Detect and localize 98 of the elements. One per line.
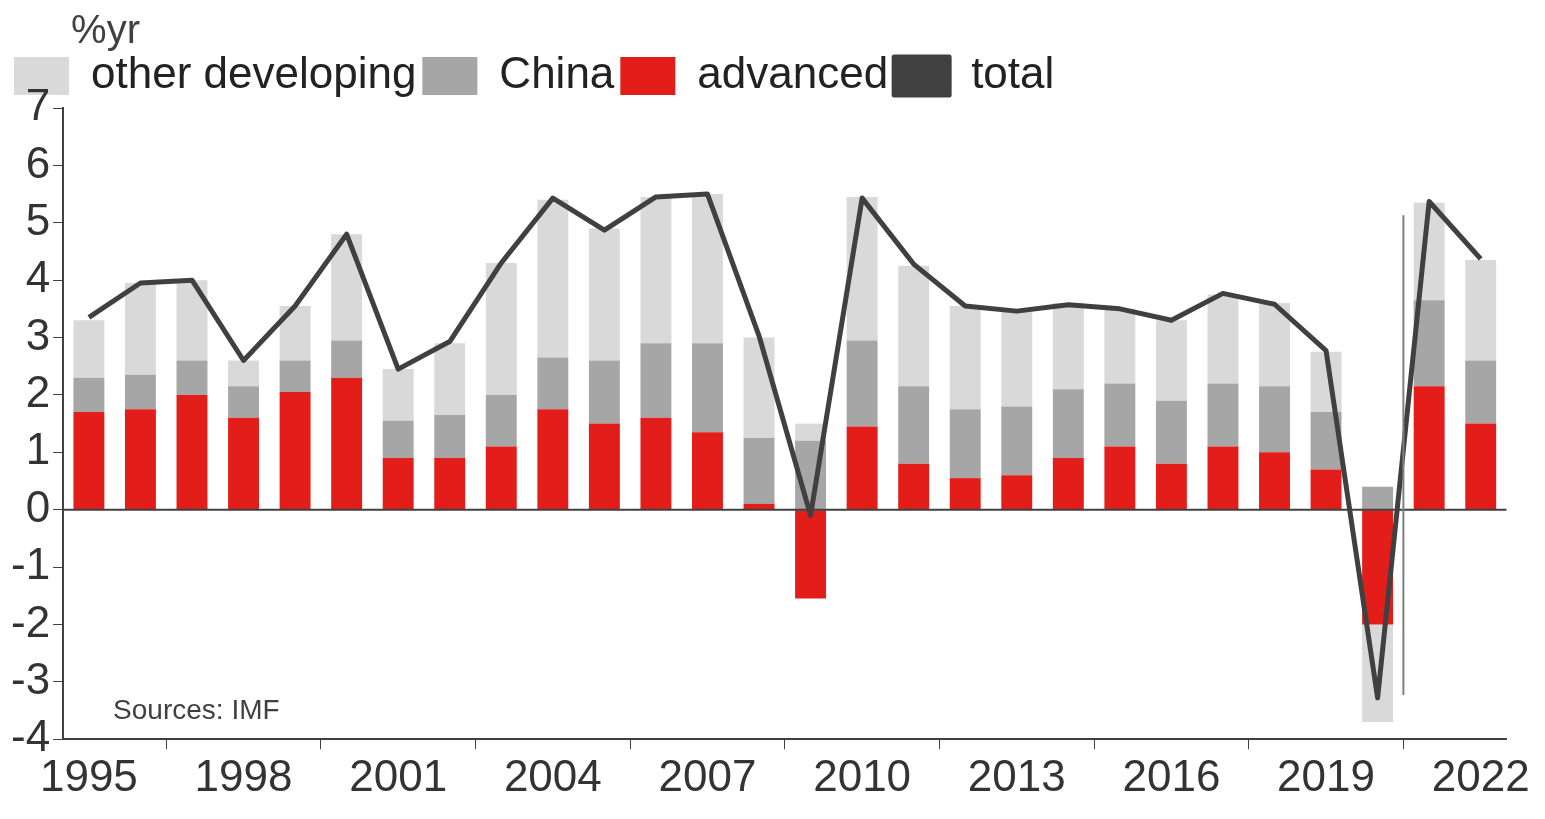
bar bbox=[692, 432, 723, 510]
bar bbox=[1207, 383, 1239, 447]
bar bbox=[1259, 386, 1290, 453]
legend-label: advanced bbox=[697, 48, 889, 98]
bar bbox=[331, 340, 363, 378]
bar bbox=[1259, 452, 1290, 510]
y-tick-label: 5 bbox=[25, 194, 51, 244]
bar bbox=[1001, 475, 1033, 510]
bar bbox=[331, 377, 363, 510]
bar bbox=[1155, 463, 1187, 510]
y-tick-label: 4 bbox=[25, 252, 51, 302]
bar bbox=[846, 426, 878, 510]
y-tick-label: 3 bbox=[25, 309, 51, 359]
bar bbox=[640, 343, 672, 418]
bar bbox=[434, 414, 466, 459]
bar bbox=[1104, 383, 1136, 447]
bar bbox=[640, 417, 672, 510]
bar bbox=[537, 357, 569, 410]
bar bbox=[1001, 311, 1033, 407]
bar bbox=[382, 458, 414, 510]
y-tick-label: -2 bbox=[11, 596, 51, 646]
x-tick-label: 2001 bbox=[349, 750, 448, 800]
bar bbox=[743, 503, 775, 510]
bar bbox=[1413, 300, 1445, 387]
legend-label: total bbox=[971, 48, 1055, 98]
legend-label: China bbox=[499, 48, 615, 98]
x-tick-label: 2010 bbox=[813, 750, 912, 800]
bar bbox=[537, 199, 569, 358]
bar bbox=[588, 423, 620, 510]
x-tick-label: 2016 bbox=[1122, 750, 1221, 800]
bar bbox=[124, 409, 156, 510]
bar bbox=[1207, 294, 1239, 384]
bar bbox=[176, 360, 208, 395]
x-tick-label: 2019 bbox=[1277, 750, 1375, 800]
bar bbox=[73, 412, 105, 510]
x-tick-label: 1998 bbox=[194, 750, 293, 800]
bar bbox=[1465, 360, 1497, 424]
bar bbox=[1155, 400, 1187, 464]
bar bbox=[1104, 446, 1136, 510]
bar bbox=[124, 374, 156, 410]
bar bbox=[176, 394, 208, 510]
bar bbox=[949, 409, 981, 479]
bar bbox=[279, 305, 311, 361]
bar bbox=[692, 343, 723, 433]
y-axis-title: %yr bbox=[71, 7, 141, 52]
bar bbox=[434, 458, 466, 510]
bar bbox=[640, 196, 672, 344]
x-tick-label: 2022 bbox=[1431, 750, 1530, 800]
bar bbox=[1310, 469, 1342, 510]
annotation: Sources: IMF bbox=[113, 693, 280, 725]
bar bbox=[1207, 446, 1239, 510]
y-tick-label: 0 bbox=[25, 481, 51, 531]
bar bbox=[1001, 406, 1033, 476]
bar bbox=[485, 394, 517, 447]
bar bbox=[1104, 308, 1136, 384]
bar bbox=[73, 320, 105, 378]
bar bbox=[1155, 320, 1187, 401]
bar bbox=[1413, 386, 1445, 510]
bar bbox=[1362, 486, 1394, 510]
y-tick-label: -3 bbox=[11, 653, 51, 703]
x-tick-label: 2007 bbox=[658, 750, 757, 800]
y-tick-label: 7 bbox=[25, 80, 51, 130]
bar bbox=[949, 478, 981, 510]
bar bbox=[795, 510, 827, 599]
bar bbox=[949, 305, 981, 410]
bar bbox=[1465, 423, 1497, 510]
bar bbox=[228, 386, 260, 418]
bar bbox=[692, 194, 723, 344]
y-tick-label: 1 bbox=[25, 424, 51, 474]
bar bbox=[485, 262, 517, 395]
bar bbox=[1052, 458, 1084, 510]
bar bbox=[588, 228, 620, 361]
bar bbox=[228, 417, 260, 510]
bar bbox=[898, 463, 930, 510]
bar bbox=[73, 377, 105, 413]
y-tick-label: 6 bbox=[25, 137, 51, 187]
bar bbox=[382, 420, 414, 459]
x-tick-label: 2013 bbox=[967, 750, 1066, 800]
bar bbox=[743, 437, 775, 504]
y-tick-label: -1 bbox=[11, 539, 51, 589]
bar bbox=[1465, 260, 1497, 361]
bar bbox=[537, 409, 569, 510]
bar bbox=[382, 369, 414, 421]
bar bbox=[898, 265, 930, 387]
bar bbox=[279, 392, 311, 510]
bar bbox=[846, 340, 878, 427]
bar bbox=[1052, 389, 1084, 459]
bar bbox=[898, 386, 930, 464]
bar bbox=[434, 343, 466, 415]
y-tick-label: 2 bbox=[25, 367, 51, 417]
bar bbox=[1259, 303, 1290, 387]
bar bbox=[279, 360, 311, 393]
x-tick-label: 2004 bbox=[503, 750, 602, 800]
bar bbox=[588, 360, 620, 424]
bar bbox=[485, 446, 517, 510]
bar bbox=[124, 283, 156, 375]
bar bbox=[228, 360, 260, 387]
bar bbox=[1052, 303, 1084, 390]
